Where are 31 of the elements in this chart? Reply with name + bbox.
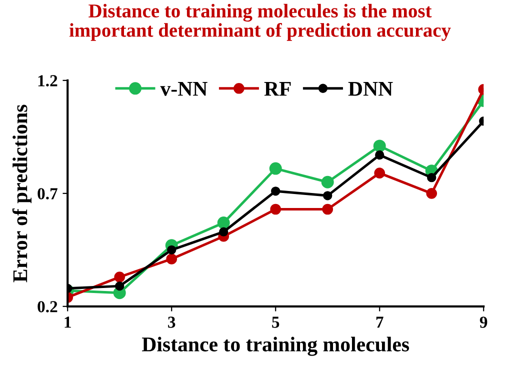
chart-title: Distance to training molecules is the most important determinant of prediction accuracy: [69, 4, 451, 41]
point: [269, 162, 282, 175]
legend-label: v-NN: [160, 82, 208, 96]
point: [322, 204, 334, 215]
x-tick-label: 7: [376, 316, 384, 328]
point: [166, 254, 178, 264]
point: [115, 281, 124, 291]
point: [114, 272, 126, 282]
point: [217, 216, 230, 230]
x-tick-label: 3: [168, 316, 176, 328]
point: [271, 186, 280, 196]
y-tick-label: 0.2: [38, 301, 58, 312]
y-tick-label: 1.2: [38, 75, 58, 86]
x-axis-title: Distance to training molecules: [142, 336, 410, 356]
point: [426, 188, 438, 199]
point: [270, 204, 282, 215]
x-tick-label: 5: [272, 316, 280, 328]
point: [323, 191, 332, 200]
point: [321, 176, 334, 188]
point: [374, 168, 386, 178]
point: [167, 245, 176, 254]
legend-label: RF: [264, 82, 291, 96]
point: [427, 173, 436, 182]
y-tick-label: 0.7: [38, 188, 58, 200]
x-tick-label: 9: [480, 316, 488, 328]
point: [373, 140, 386, 152]
y-axis-title: Error of predictions: [12, 104, 32, 282]
legend-label: DNN: [348, 82, 393, 96]
point: [375, 150, 384, 160]
x-tick-label: 1: [64, 316, 71, 328]
point: [219, 227, 228, 236]
